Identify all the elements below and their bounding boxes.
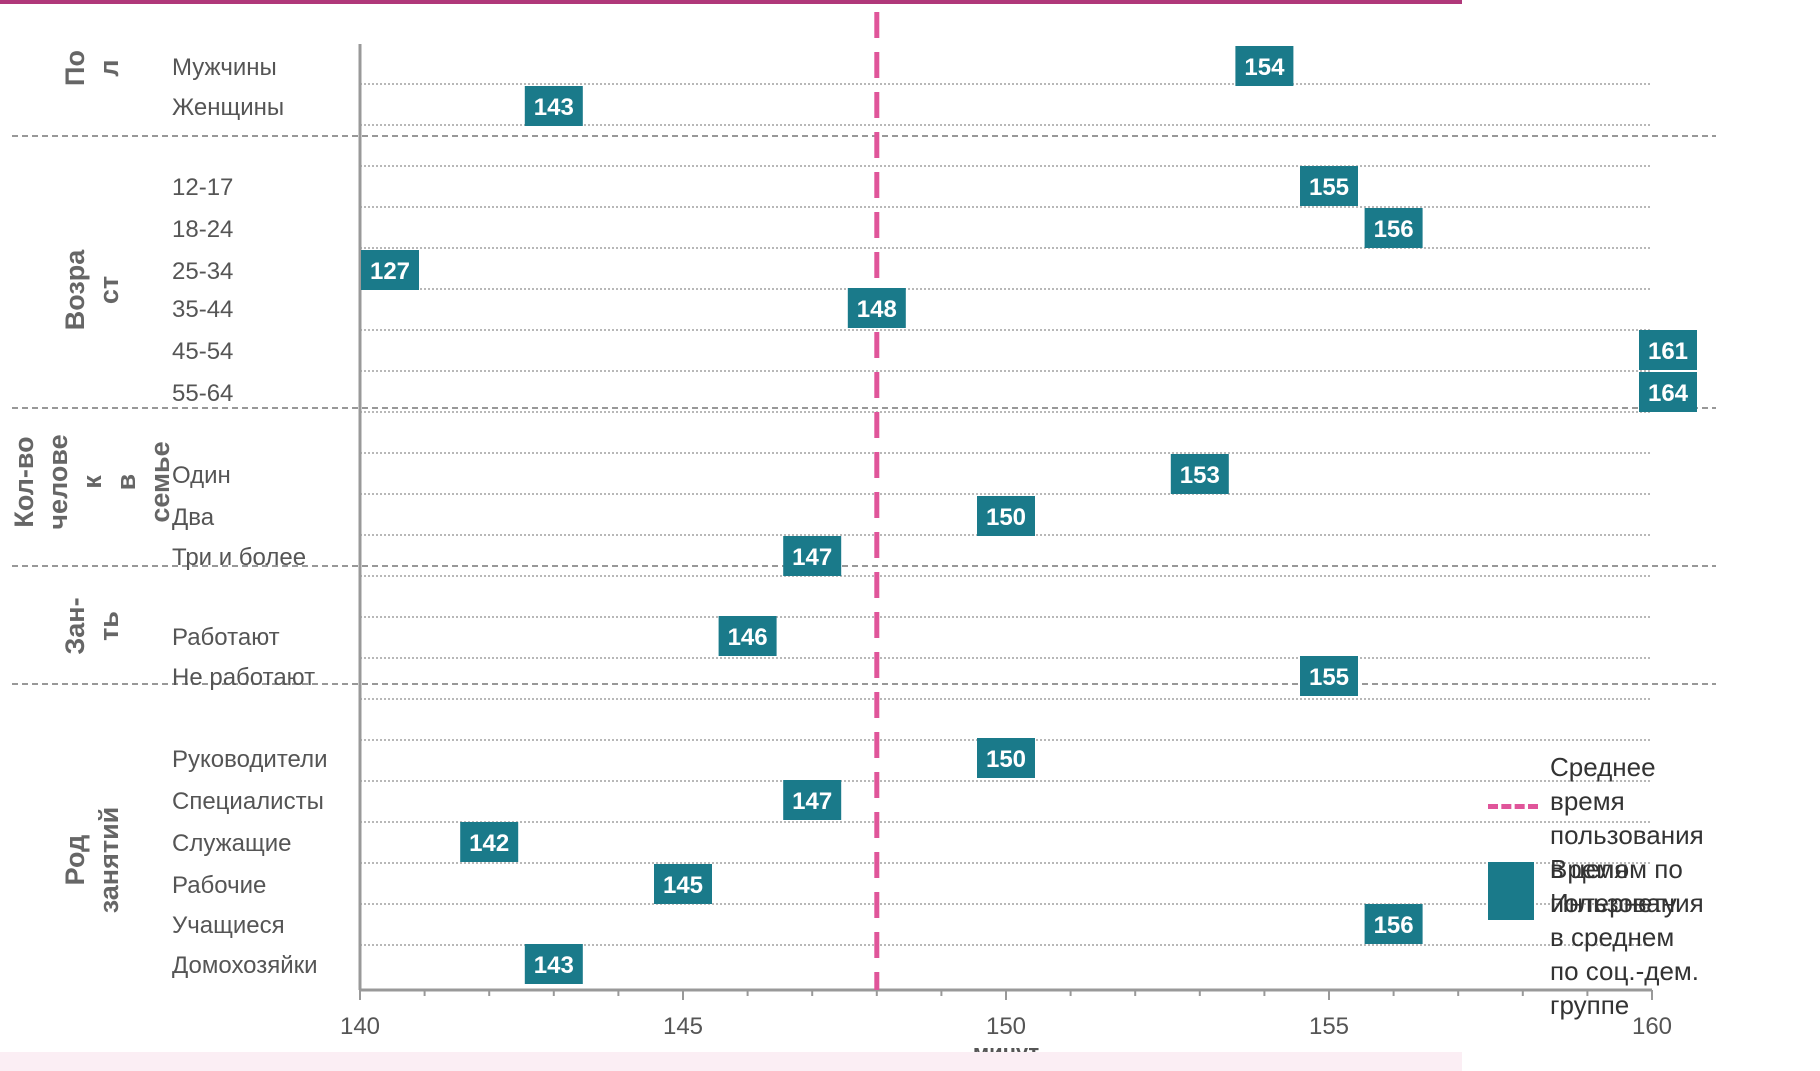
- data-label: 147: [792, 544, 832, 571]
- data-marker: [1300, 166, 1358, 206]
- category-label: Мужчины: [172, 54, 277, 81]
- group-label: Зан-: [60, 597, 90, 654]
- data-marker: [1639, 372, 1697, 412]
- group-label: л: [94, 59, 124, 76]
- data-label: 156: [1374, 216, 1414, 243]
- legend-dash-marker: [1488, 804, 1538, 809]
- legend-average-label: Среднее время пользования в целом по Инт…: [1550, 750, 1704, 920]
- data-marker: [1170, 454, 1229, 494]
- data-marker: [783, 780, 842, 820]
- data-marker: [1235, 46, 1294, 86]
- category-label: Специалисты: [172, 788, 324, 815]
- group-label: Род: [60, 835, 90, 886]
- data-label: 155: [1309, 664, 1349, 691]
- data-label: 154: [1244, 54, 1285, 81]
- group-label: ть: [94, 611, 124, 641]
- x-tick-label: 145: [663, 1013, 703, 1040]
- group-label: ст: [94, 276, 124, 304]
- data-label: 146: [728, 624, 768, 651]
- group-label: в: [111, 474, 141, 491]
- category-label: Один: [172, 462, 231, 489]
- data-marker: [524, 944, 583, 984]
- legend-average-line: в целом по: [1550, 854, 1683, 884]
- category-label: 12-17: [172, 174, 233, 201]
- category-label: Женщины: [172, 94, 284, 121]
- data-marker: [977, 738, 1035, 778]
- bottom-band: [0, 1052, 1462, 1071]
- category-label: 55-64: [172, 380, 233, 407]
- legend-average-line: Интернету: [1550, 888, 1677, 918]
- data-marker: [361, 250, 419, 290]
- data-marker: [1639, 330, 1697, 370]
- category-label: 18-24: [172, 216, 233, 243]
- x-tick-label: 155: [1309, 1013, 1349, 1040]
- data-label: 148: [857, 296, 897, 323]
- data-marker: [524, 86, 583, 126]
- category-label: 45-54: [172, 338, 233, 365]
- data-marker: [460, 822, 519, 862]
- x-tick-label: 160: [1632, 1013, 1672, 1040]
- group-label: челове: [43, 434, 73, 529]
- data-label: 153: [1180, 462, 1220, 489]
- legend-average-line: пользования: [1550, 820, 1704, 850]
- legend-group-line: Время пользования: [1550, 854, 1704, 918]
- data-marker: [1364, 904, 1423, 944]
- data-label: 147: [792, 788, 832, 815]
- legend-group-line: по соц.-дем. группе: [1550, 956, 1700, 1020]
- x-tick-label: 150: [986, 1013, 1026, 1040]
- category-label: 25-34: [172, 258, 233, 285]
- data-label: 142: [469, 830, 509, 857]
- data-marker: [783, 536, 842, 576]
- category-label: 35-44: [172, 296, 233, 323]
- x-tick-label: 140: [340, 1013, 380, 1040]
- data-label: 145: [663, 872, 703, 899]
- category-label: Служащие: [172, 830, 292, 857]
- data-label: 127: [370, 258, 410, 285]
- category-label: Работают: [172, 624, 280, 651]
- group-label: Кол-во: [9, 436, 39, 527]
- legend-box-marker: [1488, 862, 1534, 920]
- category-label: Рабочие: [172, 872, 266, 899]
- data-label: 155: [1309, 174, 1349, 201]
- category-label: Три и более: [172, 544, 306, 571]
- top-accent-bar: [0, 0, 1462, 4]
- data-label: 161: [1648, 338, 1688, 365]
- legend-group-line: в среднем: [1550, 922, 1675, 952]
- category-label: Не работают: [172, 664, 315, 691]
- data-marker: [654, 864, 712, 904]
- data-label: 150: [986, 746, 1026, 773]
- data-label: 164: [1648, 380, 1689, 407]
- data-label: 150: [986, 504, 1026, 531]
- legend-average-line: Среднее время: [1550, 752, 1656, 816]
- data-marker: [1300, 656, 1358, 696]
- data-marker: [1364, 208, 1423, 248]
- group-label: По: [60, 50, 90, 86]
- category-label: Руководители: [172, 746, 328, 773]
- group-label: к: [77, 475, 107, 489]
- category-label: Учащиеся: [172, 912, 285, 939]
- data-marker: [977, 496, 1035, 536]
- group-label: Возра: [60, 249, 90, 331]
- category-label: Два: [172, 504, 215, 531]
- data-label: 156: [1374, 912, 1414, 939]
- data-marker: [718, 616, 777, 656]
- legend-group-label: Время пользования в среднем по соц.-дем.…: [1550, 852, 1704, 1022]
- data-marker: [847, 288, 906, 328]
- data-label: 143: [534, 94, 574, 121]
- group-label: занятий: [94, 807, 124, 914]
- category-label: Домохозяйки: [172, 952, 318, 979]
- data-label: 143: [534, 952, 574, 979]
- group-label: семье: [145, 441, 175, 522]
